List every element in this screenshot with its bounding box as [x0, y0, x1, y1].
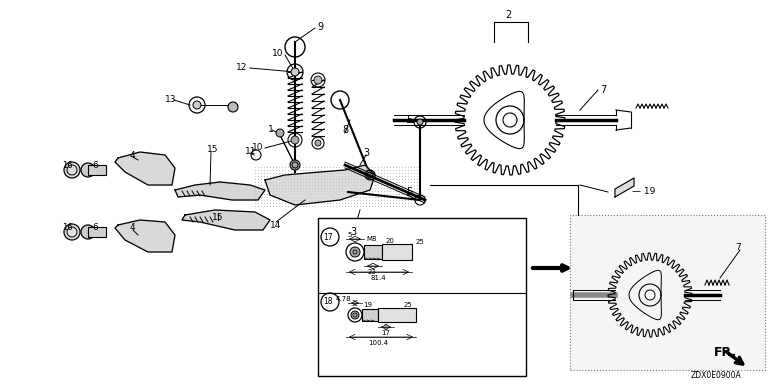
Text: 2: 2 — [505, 10, 511, 20]
Text: 4.78: 4.78 — [336, 296, 352, 302]
Text: 9: 9 — [317, 22, 323, 32]
Bar — [318, 218, 526, 376]
Circle shape — [276, 129, 284, 137]
Bar — [88, 227, 106, 237]
Circle shape — [64, 162, 80, 178]
Bar — [570, 215, 765, 370]
Text: 5: 5 — [348, 232, 353, 238]
Bar — [362, 309, 378, 321]
Text: 16: 16 — [62, 223, 73, 232]
Text: 19: 19 — [363, 302, 372, 308]
Text: 7: 7 — [735, 243, 741, 253]
Text: 20: 20 — [386, 238, 395, 244]
Circle shape — [291, 68, 299, 76]
Text: 3: 3 — [363, 148, 369, 158]
Text: 15: 15 — [207, 146, 219, 154]
Circle shape — [291, 136, 299, 144]
Text: — 19: — 19 — [632, 187, 655, 197]
Text: 1: 1 — [268, 126, 273, 134]
Text: 11: 11 — [245, 147, 257, 157]
Polygon shape — [265, 165, 375, 205]
Text: 8: 8 — [342, 125, 348, 135]
Text: 14: 14 — [270, 220, 281, 230]
Text: 4: 4 — [130, 223, 136, 232]
Text: M8: M8 — [366, 236, 376, 242]
Bar — [364, 245, 382, 259]
Text: 5: 5 — [406, 187, 412, 197]
Circle shape — [290, 160, 300, 170]
Circle shape — [64, 224, 80, 240]
Circle shape — [81, 163, 95, 177]
Circle shape — [314, 76, 322, 84]
Text: 17: 17 — [382, 330, 390, 336]
Circle shape — [350, 247, 360, 257]
Text: 25: 25 — [404, 302, 412, 308]
Text: 17: 17 — [323, 232, 333, 242]
Text: 4: 4 — [130, 151, 136, 159]
Text: 23: 23 — [368, 269, 376, 275]
Text: 6: 6 — [92, 161, 98, 169]
Text: 7: 7 — [600, 85, 606, 95]
Text: FR.: FR. — [714, 346, 737, 359]
Text: 5: 5 — [406, 115, 412, 125]
Text: 15: 15 — [212, 214, 223, 222]
Circle shape — [193, 101, 201, 109]
Text: 10: 10 — [272, 48, 283, 58]
Bar — [382, 244, 412, 260]
Text: 10: 10 — [252, 144, 263, 152]
Bar — [88, 165, 106, 175]
Polygon shape — [115, 152, 175, 185]
Text: 12: 12 — [236, 63, 247, 73]
Circle shape — [351, 311, 359, 319]
Polygon shape — [182, 210, 270, 230]
Text: 13: 13 — [165, 96, 177, 104]
Circle shape — [315, 140, 321, 146]
Text: 25: 25 — [415, 239, 425, 245]
Polygon shape — [615, 178, 634, 197]
Text: 6: 6 — [92, 223, 98, 232]
Text: 81.4: 81.4 — [370, 275, 386, 281]
Bar — [378, 308, 416, 322]
Text: 16: 16 — [62, 161, 73, 169]
Circle shape — [417, 119, 423, 125]
Polygon shape — [115, 220, 175, 252]
Text: 18: 18 — [323, 298, 333, 306]
Circle shape — [365, 170, 375, 180]
Circle shape — [228, 102, 238, 112]
Polygon shape — [175, 182, 265, 200]
Circle shape — [81, 225, 95, 239]
Text: 3: 3 — [350, 227, 356, 237]
Text: 100.4: 100.4 — [368, 340, 388, 346]
Text: ZDX0E0900A: ZDX0E0900A — [690, 371, 741, 381]
